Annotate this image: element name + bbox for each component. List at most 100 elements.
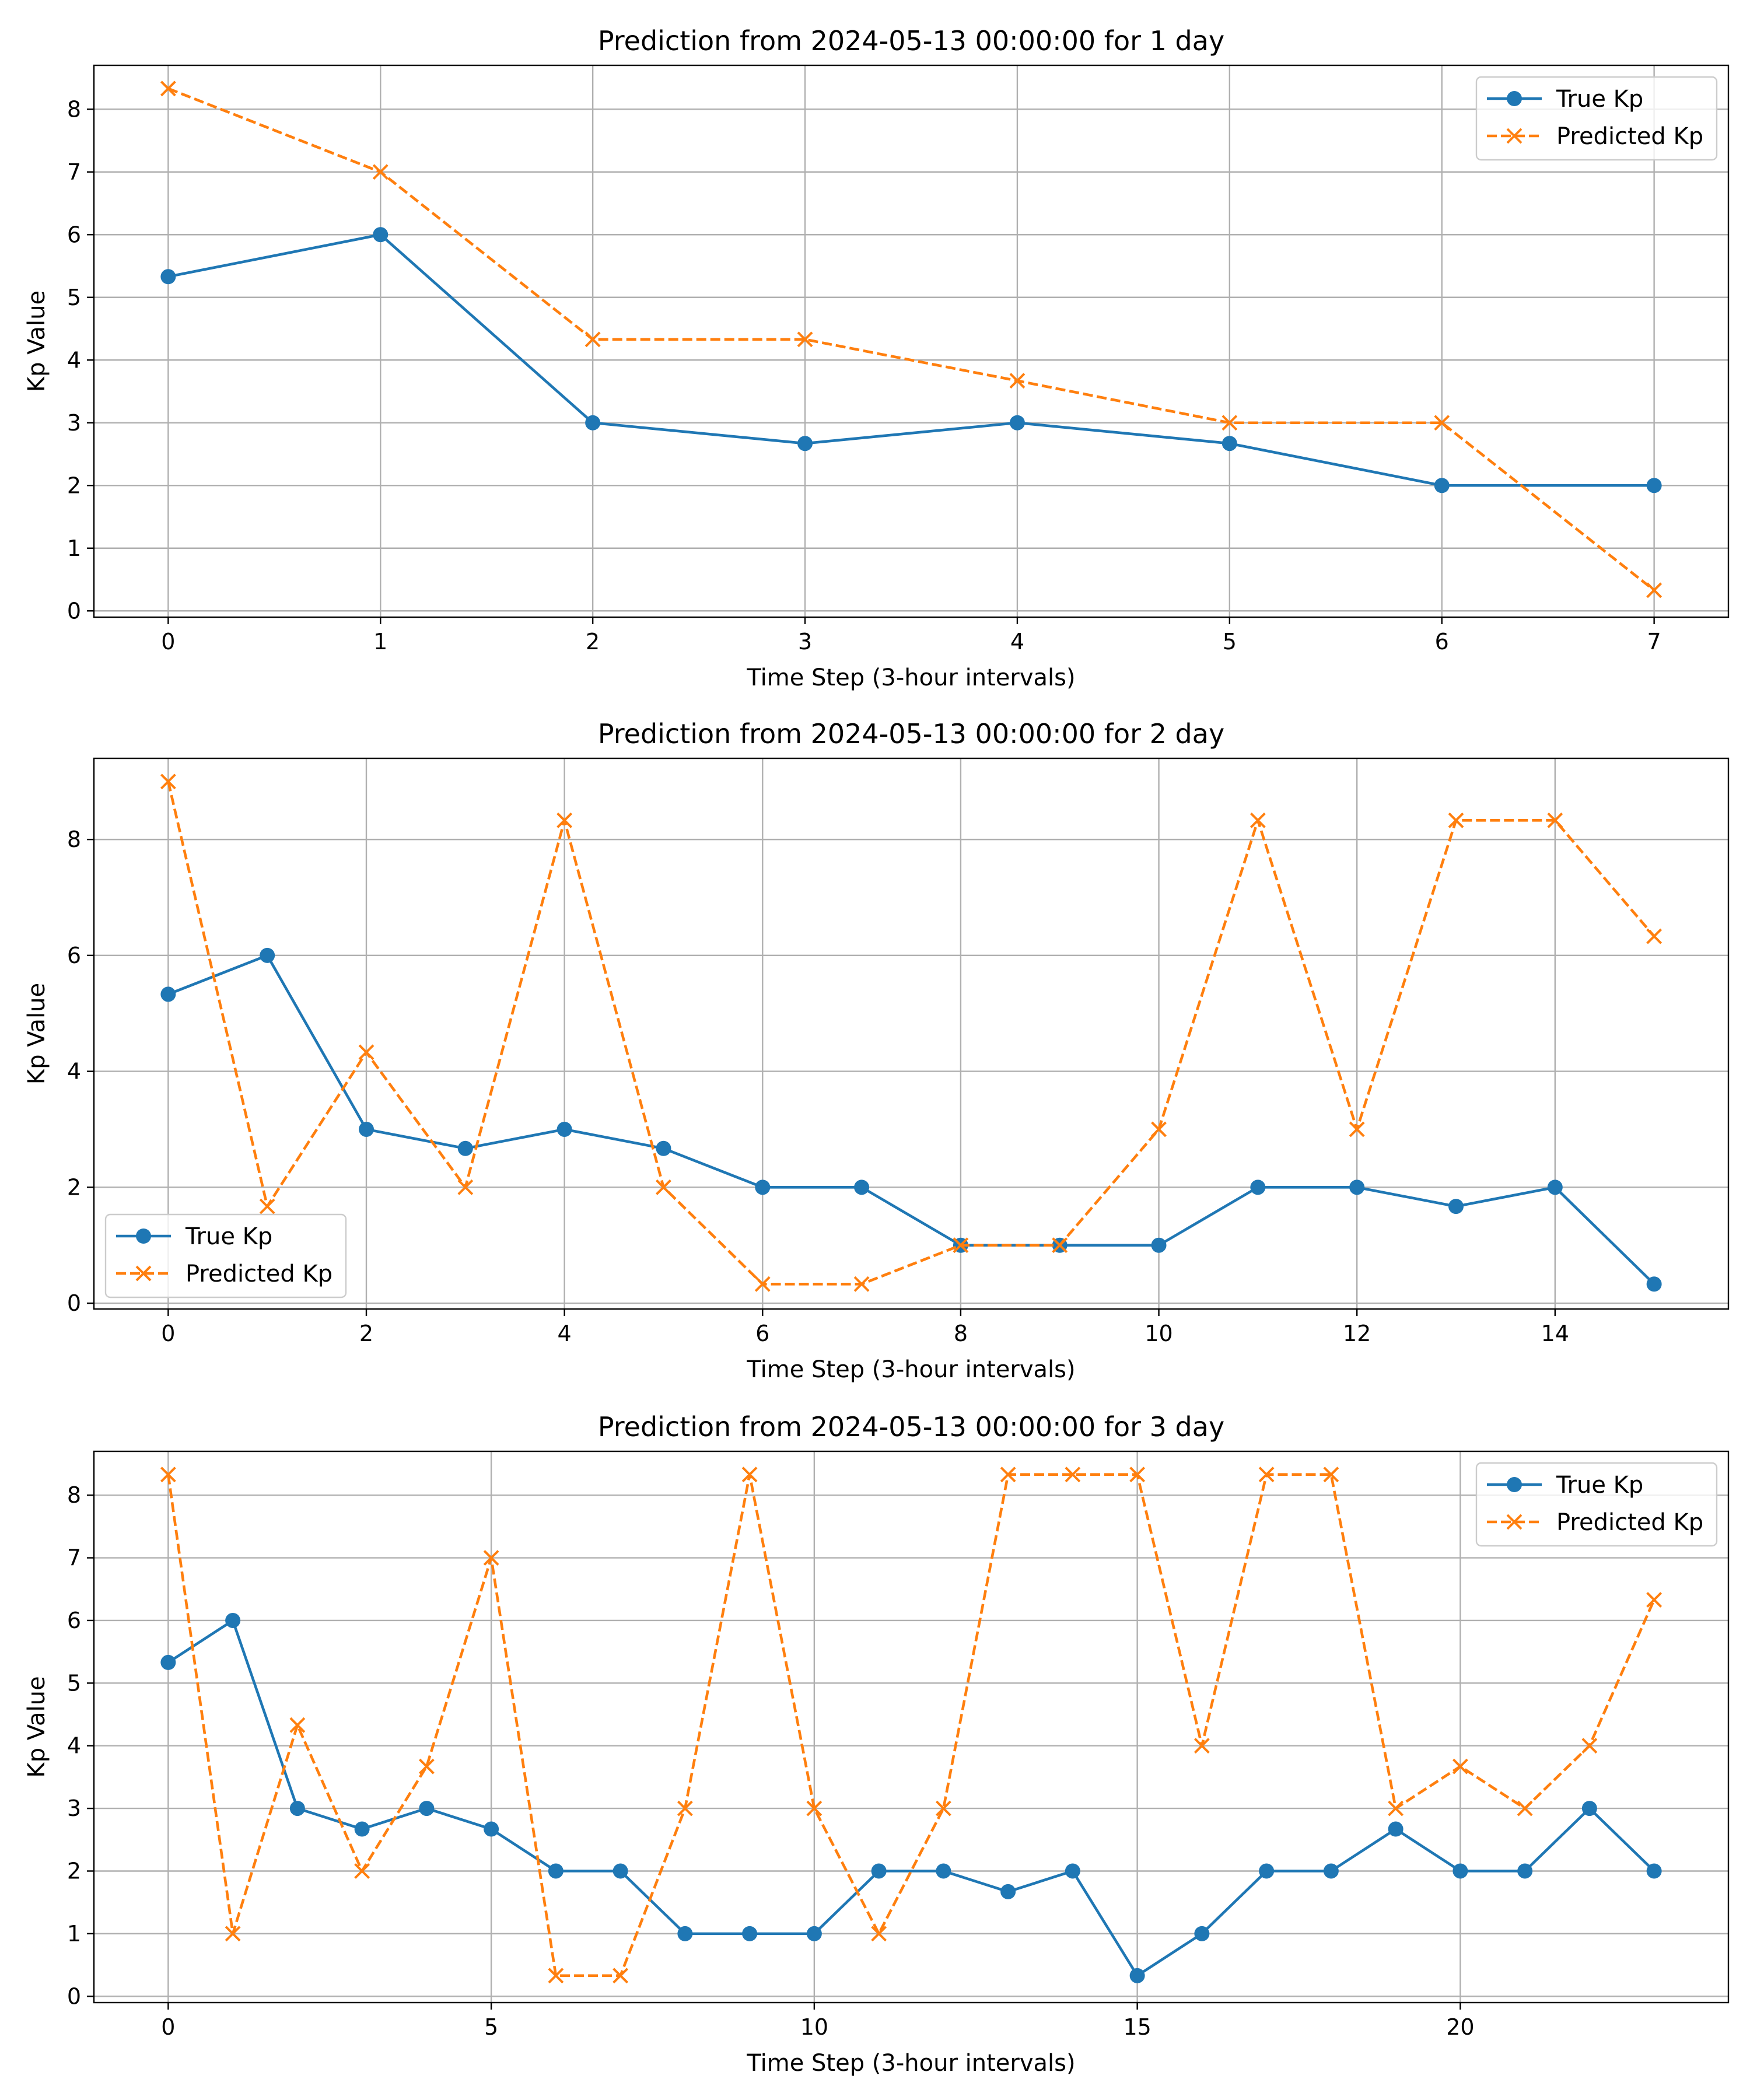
y-tick-label: 4	[67, 1059, 81, 1084]
true-kp-point	[755, 1180, 771, 1195]
true-kp-point	[289, 1801, 305, 1817]
true-kp-point	[359, 1121, 374, 1137]
y-tick-label: 1	[67, 1921, 81, 1947]
y-tick-label: 0	[67, 1983, 81, 2009]
predicted-kp-point	[259, 1198, 275, 1214]
predicted-kp-point	[160, 80, 176, 97]
predicted-kp-point	[754, 1276, 771, 1292]
x-tick-label: 0	[161, 2014, 175, 2040]
predicted-kp-point	[1009, 373, 1026, 389]
predicted-kp-line	[167, 781, 1656, 1286]
true-kp-point	[160, 986, 176, 1002]
predicted-kp-point	[797, 331, 813, 348]
legend-predicted-kp-label: Predicted Kp	[1556, 123, 1703, 150]
predicted-kp-line	[167, 1473, 1656, 1978]
legend-predicted-kp-label: Predicted Kp	[1556, 1509, 1703, 1536]
y-tick-label: 0	[67, 1290, 81, 1316]
legend-predicted-kp-marker	[1506, 1514, 1522, 1530]
true-kp-point	[1222, 436, 1237, 452]
predicted-kp-point	[1434, 415, 1450, 431]
predicted-kp-point	[741, 1466, 758, 1483]
y-tick-label: 4	[67, 347, 81, 373]
true-kp-point	[806, 1926, 822, 1941]
predicted-kp-point	[1581, 1738, 1598, 1754]
y-axis-label: Kp Value	[23, 983, 50, 1084]
predicted-kp-point	[1517, 1800, 1533, 1817]
predicted-kp-point	[160, 1466, 176, 1483]
true-kp-point	[612, 1863, 628, 1879]
x-axis-label: Time Step (3-hour intervals)	[746, 2050, 1075, 2077]
y-tick-label: 8	[67, 96, 81, 122]
predicted-kp-point	[1052, 1237, 1068, 1254]
y-axis-label: Kp Value	[23, 1676, 50, 1777]
true-kp-point	[419, 1801, 435, 1817]
y-tick-label: 5	[67, 1670, 81, 1696]
true-kp-point	[1434, 478, 1450, 494]
true-kp-point	[1646, 1863, 1662, 1879]
x-tick-label: 1	[373, 629, 387, 654]
true-kp-point	[656, 1140, 671, 1156]
predicted-kp-point	[1129, 1466, 1146, 1483]
predicted-kp-point	[483, 1550, 499, 1566]
legend-predicted-kp-label: Predicted Kp	[186, 1261, 332, 1287]
predicted-kp-point	[953, 1237, 969, 1254]
legend-predicted-kp-marker	[135, 1265, 152, 1282]
true-kp-point	[548, 1863, 564, 1879]
predicted-kp-line	[167, 87, 1656, 592]
y-tick-label: 7	[67, 159, 81, 185]
true-kp-point	[1581, 1801, 1597, 1817]
true-kp-point	[1646, 478, 1662, 494]
predicted-kp-point	[1258, 1466, 1275, 1483]
true-kp-point	[1250, 1180, 1266, 1195]
legend-true-kp-label: True Kp	[1556, 1472, 1643, 1499]
true-kp-point	[1388, 1821, 1404, 1837]
true-kp-point	[1129, 1968, 1145, 1983]
y-tick-label: 2	[67, 1174, 81, 1200]
axes-frame	[93, 757, 1730, 1310]
true-kp-point	[585, 415, 601, 430]
true-kp-point	[677, 1926, 693, 1941]
y-tick-label: 4	[67, 1733, 81, 1759]
legend-true-kp-label: True Kp	[185, 1223, 272, 1250]
predicted-kp-point	[1646, 582, 1662, 598]
subplot-3: 0 5 10 15 20 0 1 2 3 4 5 6 7 8 Prediction from 2024-05…	[23, 1411, 1730, 2077]
x-tick-label: 0	[161, 1321, 175, 1346]
x-tick-label: 5	[484, 2014, 498, 2040]
x-tick-label: 4	[1010, 629, 1024, 654]
true-kp-point	[1065, 1863, 1080, 1879]
true-kp-point	[1547, 1180, 1563, 1195]
predicted-kp-point	[418, 1758, 435, 1774]
true-kp-point	[556, 1121, 572, 1137]
y-tick-label: 3	[67, 1796, 81, 1821]
predicted-kp-point	[853, 1276, 870, 1292]
x-tick-label: 3	[798, 629, 812, 654]
predicted-kp-point	[160, 774, 176, 790]
y-axis-label: Kp Value	[23, 290, 50, 392]
predicted-kp-point	[1349, 1121, 1365, 1138]
predicted-kp-point	[548, 1968, 564, 1984]
predicted-kp-point	[1388, 1800, 1404, 1817]
x-tick-label: 14	[1541, 1321, 1569, 1346]
predicted-kp-point	[677, 1800, 693, 1817]
predicted-kp-point	[1646, 928, 1662, 944]
true-kp-point	[1009, 415, 1025, 430]
predicted-kp-point	[612, 1968, 629, 1984]
predicted-kp-point	[354, 1863, 370, 1879]
true-kp-point	[1194, 1926, 1210, 1941]
true-kp-point	[1448, 1199, 1464, 1214]
predicted-kp-point	[1194, 1738, 1210, 1754]
predicted-kp-point	[1151, 1121, 1167, 1138]
true-kp-point	[797, 436, 813, 452]
true-kp-point	[457, 1140, 473, 1156]
y-tick-label: 2	[67, 473, 81, 498]
predicted-kp-point	[358, 1044, 374, 1060]
y-tick-label: 6	[67, 943, 81, 968]
true-kp-point	[373, 227, 388, 243]
true-kp-point	[1517, 1863, 1533, 1879]
legend-true-kp-marker	[1507, 1477, 1522, 1492]
subplot-1: 0 1 2 3 4 5 6 7 0 1 2 3 4 5 6 7 8 Prediction from 2024-05…	[23, 25, 1730, 691]
chart-title: Prediction from 2024-05-13 00:00:00 for …	[598, 25, 1224, 57]
legend-true-kp-label: True Kp	[1556, 86, 1643, 113]
x-tick-label: 7	[1647, 629, 1661, 654]
